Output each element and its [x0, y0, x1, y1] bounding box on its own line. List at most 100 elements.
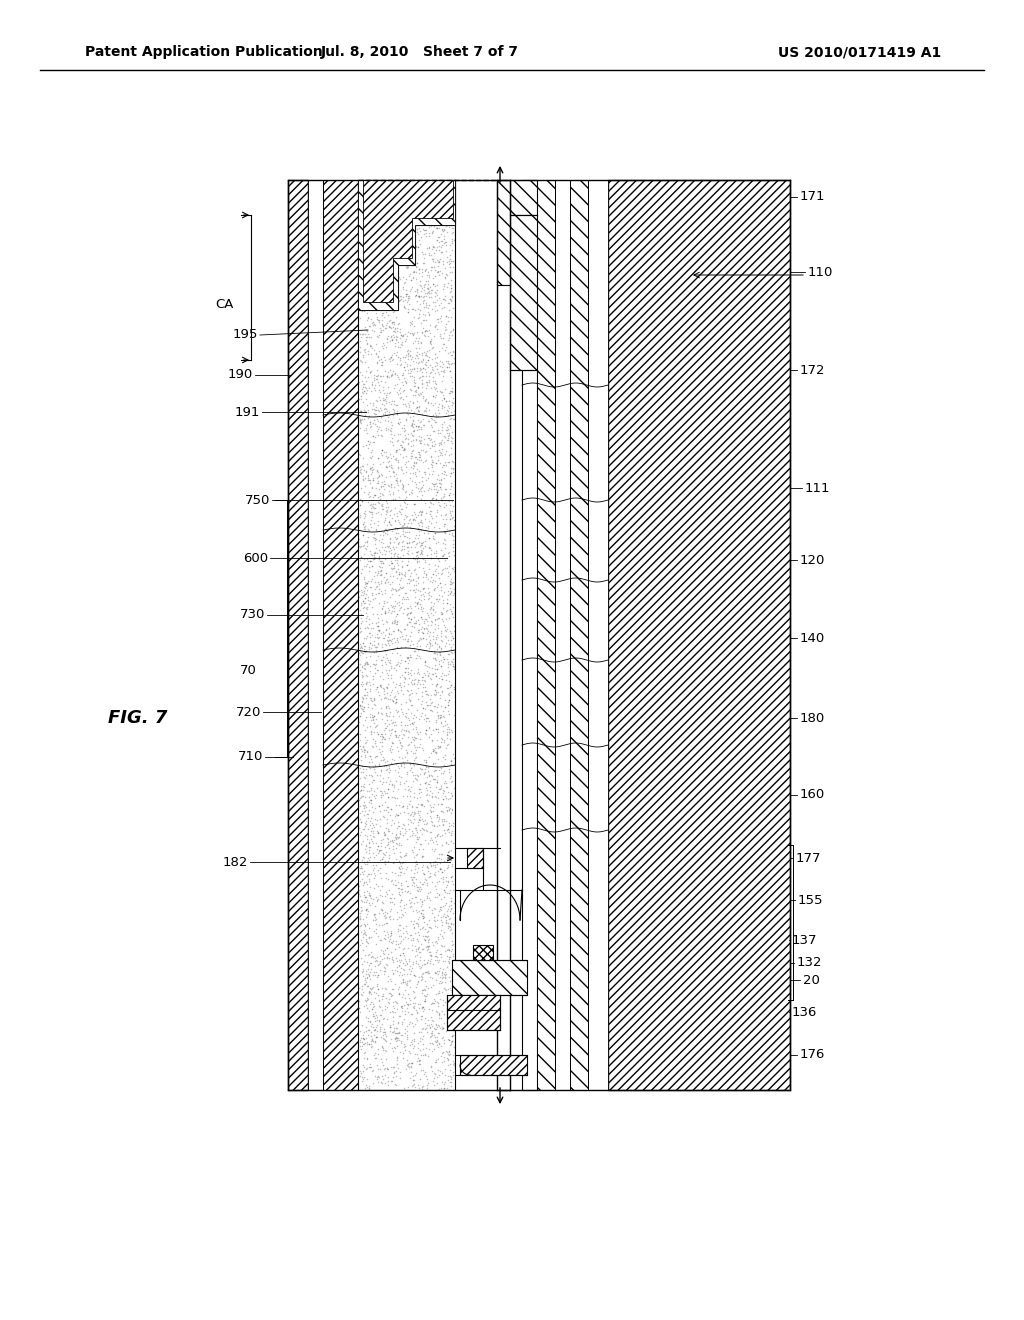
Point	[357, 461, 374, 482]
Point	[399, 1028, 416, 1049]
Point	[392, 957, 409, 978]
Point	[418, 371, 434, 392]
Point	[377, 562, 393, 583]
Point	[391, 413, 408, 434]
Point	[419, 264, 435, 285]
Point	[435, 762, 452, 783]
Point	[356, 339, 373, 360]
Point	[433, 351, 450, 372]
Point	[386, 517, 402, 539]
Point	[402, 810, 419, 832]
Point	[428, 484, 444, 506]
Point	[373, 570, 389, 591]
Point	[400, 395, 417, 416]
Point	[420, 929, 436, 950]
Point	[360, 500, 377, 521]
Point	[373, 210, 389, 231]
Point	[381, 756, 397, 777]
Point	[352, 768, 369, 789]
Point	[445, 705, 462, 726]
Point	[391, 337, 408, 358]
Point	[415, 277, 431, 298]
Point	[370, 216, 386, 238]
Point	[411, 183, 427, 205]
Point	[362, 494, 379, 515]
Point	[358, 730, 375, 751]
Point	[385, 243, 401, 264]
Point	[368, 280, 384, 301]
Point	[439, 561, 456, 582]
Point	[369, 1010, 385, 1031]
Point	[364, 784, 380, 805]
Point	[387, 333, 403, 354]
Point	[415, 838, 431, 859]
Point	[400, 698, 417, 719]
Point	[371, 754, 387, 775]
Point	[384, 838, 400, 859]
Point	[379, 883, 395, 904]
Point	[398, 970, 415, 991]
Point	[388, 931, 404, 952]
Point	[382, 420, 398, 441]
Point	[390, 816, 407, 837]
Point	[396, 521, 413, 543]
Point	[422, 322, 438, 343]
Point	[391, 486, 408, 507]
Point	[419, 425, 435, 446]
Point	[378, 702, 394, 723]
Point	[411, 766, 427, 787]
Point	[394, 1024, 411, 1045]
Point	[416, 325, 432, 346]
Point	[424, 838, 440, 859]
Point	[440, 292, 457, 313]
Point	[397, 359, 414, 380]
Point	[393, 873, 410, 894]
Point	[409, 902, 425, 923]
Point	[402, 1057, 419, 1078]
Point	[377, 191, 393, 213]
Point	[357, 731, 374, 752]
Point	[441, 643, 458, 664]
Point	[379, 750, 395, 771]
Point	[410, 416, 426, 437]
Point	[407, 859, 423, 880]
Point	[435, 801, 452, 822]
Point	[419, 783, 435, 804]
Point	[359, 261, 376, 282]
Point	[433, 469, 450, 490]
Point	[397, 480, 414, 502]
Point	[365, 842, 381, 863]
Point	[369, 242, 385, 263]
Point	[399, 735, 416, 756]
Point	[411, 230, 427, 251]
Point	[404, 1015, 421, 1036]
Point	[387, 527, 403, 548]
Point	[382, 1016, 398, 1038]
Point	[397, 504, 414, 525]
Point	[434, 652, 451, 673]
Point	[380, 293, 396, 314]
Point	[365, 994, 381, 1015]
Point	[433, 713, 450, 734]
Point	[419, 602, 435, 623]
Point	[379, 313, 395, 334]
Point	[418, 294, 434, 315]
Point	[418, 961, 434, 982]
Point	[440, 684, 457, 705]
Point	[414, 817, 430, 838]
Point	[418, 293, 434, 314]
Point	[417, 354, 433, 375]
Point	[428, 482, 444, 503]
Point	[439, 858, 456, 879]
Point	[427, 676, 443, 697]
Point	[409, 210, 425, 231]
Point	[434, 680, 451, 701]
Point	[442, 601, 459, 622]
Point	[390, 882, 407, 903]
Point	[400, 721, 417, 742]
Point	[367, 688, 383, 709]
Point	[402, 925, 419, 946]
Point	[371, 752, 387, 774]
Point	[428, 374, 444, 395]
Point	[392, 290, 409, 312]
